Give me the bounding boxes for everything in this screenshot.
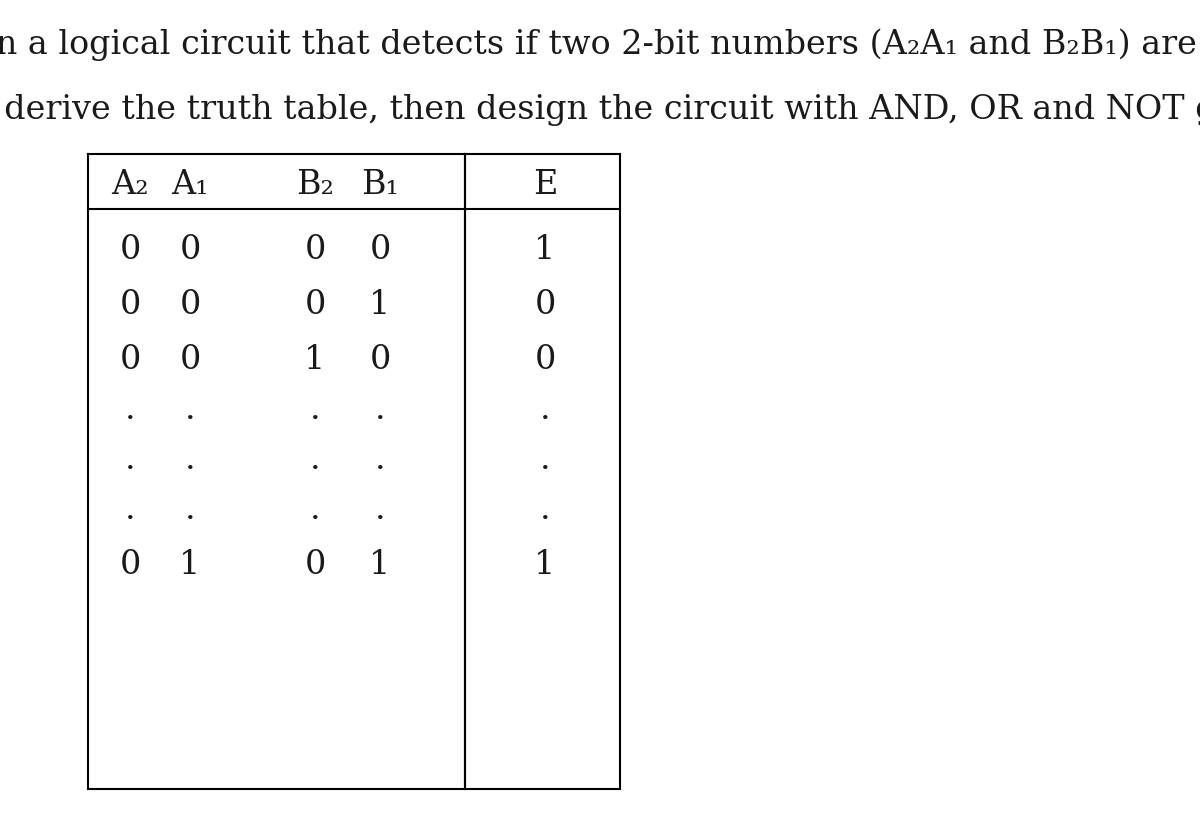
Text: 0: 0: [534, 289, 556, 320]
Text: .: .: [125, 444, 136, 475]
Text: .: .: [185, 444, 196, 475]
Text: .: .: [310, 493, 320, 525]
Text: A₂: A₂: [112, 169, 149, 200]
Text: (First derive the truth table, then design the circuit with AND, OR and NOT gate: (First derive the truth table, then desi…: [0, 94, 1200, 126]
Text: E: E: [533, 169, 557, 200]
Text: A₁: A₁: [172, 169, 209, 200]
Text: 0: 0: [370, 233, 391, 266]
Text: .: .: [310, 393, 320, 426]
Text: 1: 1: [305, 344, 325, 376]
Text: B₂: B₂: [296, 169, 334, 200]
Text: .: .: [185, 393, 196, 426]
Text: 0: 0: [305, 548, 325, 580]
Text: 0: 0: [305, 233, 325, 266]
Text: 0: 0: [119, 233, 140, 266]
Text: 0: 0: [119, 344, 140, 376]
Text: 1: 1: [534, 548, 556, 580]
Text: .: .: [310, 444, 320, 475]
Text: 0: 0: [534, 344, 556, 376]
Text: .: .: [374, 444, 385, 475]
Text: .: .: [185, 493, 196, 525]
Text: 0: 0: [119, 289, 140, 320]
Text: 0: 0: [179, 289, 200, 320]
Text: .: .: [374, 493, 385, 525]
Text: 0: 0: [179, 233, 200, 266]
Text: B₁: B₁: [361, 169, 398, 200]
Text: 0: 0: [370, 344, 391, 376]
Text: Design a logical circuit that detects if two 2-bit numbers (A₂A₁ and B₂B₁) are e: Design a logical circuit that detects if…: [0, 29, 1200, 61]
Text: .: .: [374, 393, 385, 426]
Text: 1: 1: [370, 548, 391, 580]
Text: .: .: [125, 393, 136, 426]
Text: 1: 1: [534, 233, 556, 266]
Text: 0: 0: [305, 289, 325, 320]
Text: 0: 0: [119, 548, 140, 580]
Text: 0: 0: [179, 344, 200, 376]
Text: .: .: [125, 493, 136, 525]
Text: .: .: [540, 444, 551, 475]
Text: .: .: [540, 493, 551, 525]
Text: 1: 1: [370, 289, 391, 320]
Text: 1: 1: [179, 548, 200, 580]
Text: .: .: [540, 393, 551, 426]
